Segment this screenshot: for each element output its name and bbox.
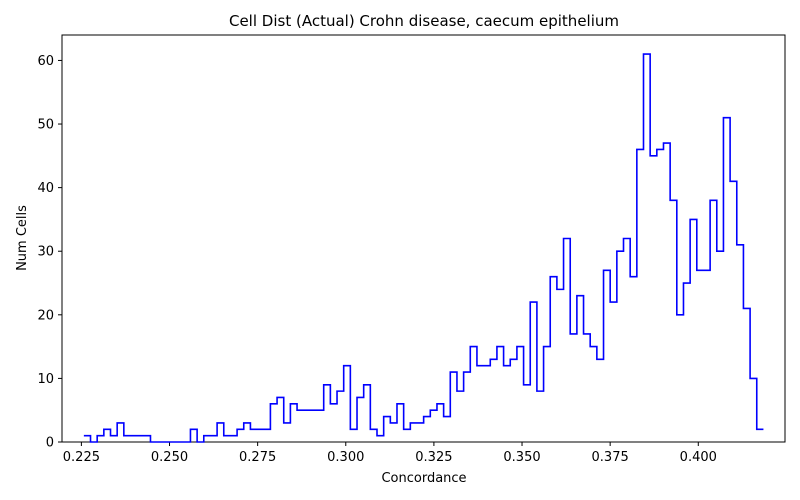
x-tick-label: 0.275	[239, 450, 276, 465]
y-tick-label: 30	[37, 245, 54, 260]
x-axis: 0.225 0.250 0.275 0.300 0.325 0.350 0.375 0.400	[63, 442, 717, 465]
y-axis-label: Num Cells	[15, 205, 30, 271]
x-tick-label: 0.325	[415, 450, 452, 465]
y-tick-label: 20	[37, 308, 54, 323]
y-tick-label: 10	[37, 372, 54, 387]
y-tick-label: 40	[37, 181, 54, 196]
y-tick-label: 0	[46, 436, 54, 451]
y-tick-label: 50	[37, 118, 54, 133]
chart-title: Cell Dist (Actual) Crohn disease, caecum…	[229, 12, 619, 30]
plot-frame	[61, 34, 786, 443]
x-tick-label: 0.300	[327, 450, 364, 465]
x-tick-label: 0.400	[680, 450, 717, 465]
x-axis-label: Concordance	[381, 471, 466, 486]
x-tick-label: 0.225	[63, 450, 100, 465]
y-axis: 0 10 20 30 40 50 60	[37, 54, 62, 451]
x-tick-label: 0.250	[151, 450, 188, 465]
x-tick-label: 0.350	[503, 450, 540, 465]
histogram-step-line	[83, 53, 764, 443]
x-tick-label: 0.375	[592, 450, 629, 465]
y-tick-label: 60	[37, 54, 54, 69]
